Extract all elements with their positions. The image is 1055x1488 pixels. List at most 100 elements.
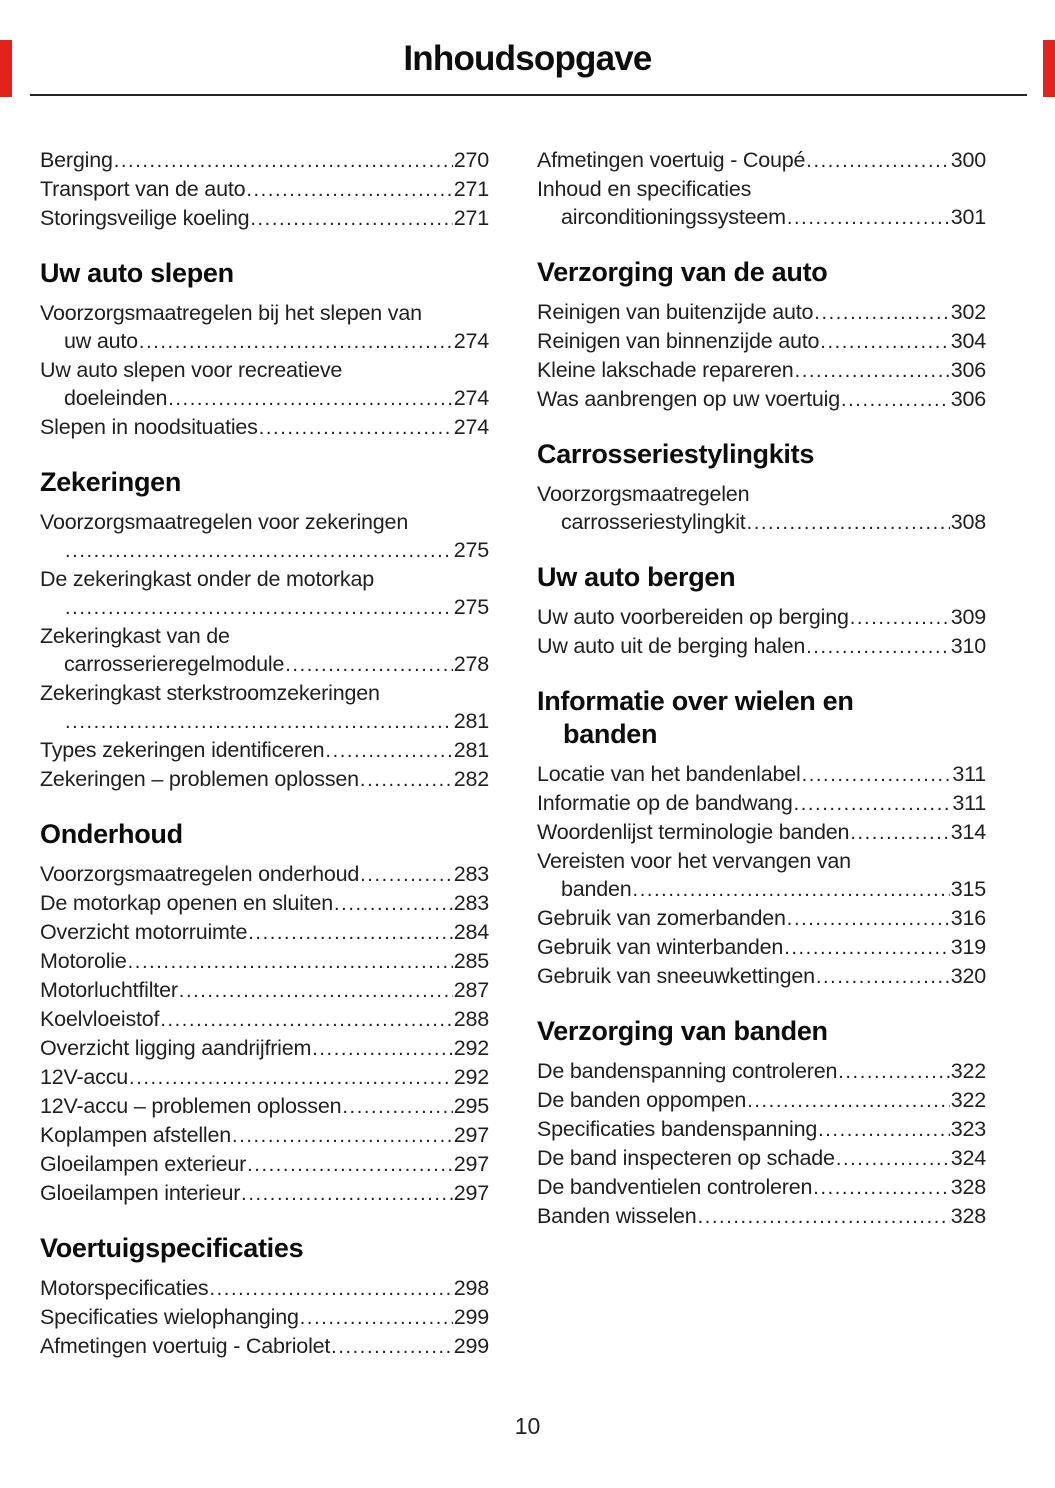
toc-entry-page: 320 <box>950 964 986 988</box>
section-heading-line: banden <box>563 719 658 749</box>
page-number: 10 <box>514 1413 541 1439</box>
toc-entry-page: 278 <box>453 652 489 676</box>
toc-entry-line: banden 315 <box>537 875 986 904</box>
toc-entry-line: Uw auto uit de berging halen 310 <box>537 632 986 661</box>
dot-leader <box>360 860 453 889</box>
toc-entry-page: 302 <box>950 300 986 324</box>
toc-entry-label: Kleine lakschade repareren <box>537 358 794 382</box>
section-heading: Carrosseriestylingkits <box>537 438 986 471</box>
toc-section: Verzorging van banden De bandenspanning c… <box>537 1015 986 1231</box>
toc-entry-line: Berging 270 <box>40 146 489 175</box>
toc-entry-page: 322 <box>950 1059 986 1083</box>
toc-entry-page: 292 <box>453 1065 489 1089</box>
dot-leader <box>250 204 452 233</box>
toc-entry-label: Informatie op de bandwang <box>537 791 793 815</box>
toc-entry-label: De motorkap openen en sluiten <box>40 891 334 915</box>
toc-entry: Storingsveilige koeling 271 <box>40 204 489 233</box>
section-heading-line: Informatie over wielen en <box>537 686 854 716</box>
toc-entry-line: Overzicht ligging aandrijfriem 292 <box>40 1034 489 1063</box>
toc-entry: De bandenspanning controleren 322 <box>537 1057 986 1086</box>
toc-entry-label: Gloeilampen interieur <box>40 1181 241 1205</box>
toc-entry-page: 292 <box>453 1036 489 1060</box>
toc-entry-page: 328 <box>950 1175 986 1199</box>
toc-entry-page: 285 <box>453 949 489 973</box>
dot-leader <box>633 875 950 904</box>
dot-leader <box>820 327 949 356</box>
toc-entry-page: 298 <box>453 1276 489 1300</box>
toc-entry-line: Uw auto voorbereiden op berging 309 <box>537 603 986 632</box>
toc-entry: Zekeringkast sterkstroomzekeringen 281 <box>40 679 489 736</box>
toc-entry: Types zekeringen identificeren 281 <box>40 736 489 765</box>
toc-entry: Uw auto uit de berging halen 310 <box>537 632 986 661</box>
toc-entry-page: 283 <box>453 891 489 915</box>
toc-entry-page: 299 <box>453 1334 489 1358</box>
toc-entry-page: 288 <box>453 1007 489 1031</box>
section-heading: Voertuigspecificaties <box>40 1232 489 1265</box>
dot-leader <box>814 298 949 327</box>
dot-leader <box>342 1092 452 1121</box>
toc-entry-label: Zekeringen – problemen oplossen <box>40 767 359 791</box>
toc-entry: Kleine lakschade repareren 306 <box>537 356 986 385</box>
toc-entry-label: Gebruik van winterbanden <box>537 935 784 959</box>
toc-entry-page: 301 <box>950 205 986 229</box>
toc-entry-line: Motorolie 285 <box>40 947 489 976</box>
dot-leader <box>850 603 950 632</box>
toc-entry-page: 315 <box>950 877 986 901</box>
dot-leader <box>836 1144 950 1173</box>
toc-entry-label: Locatie van het bandenlabel <box>537 762 801 786</box>
dot-leader <box>816 962 950 991</box>
toc-entry: Inhoud en specificaties airconditioningss… <box>537 175 986 232</box>
toc-entry-line: Koplampen afstellen 297 <box>40 1121 489 1150</box>
toc-section: Uw auto bergen Uw auto voorbereiden op be… <box>537 561 986 661</box>
toc-entry: Motorspecificaties 298 <box>40 1274 489 1303</box>
dot-leader <box>65 536 453 565</box>
toc-entry: Banden wisselen 328 <box>537 1202 986 1231</box>
toc-entry-page: 299 <box>453 1305 489 1329</box>
toc-entry-label: De band inspecteren op schade <box>537 1146 835 1170</box>
toc-entry-line: Gloeilampen exterieur 297 <box>40 1150 489 1179</box>
toc-entry-page: 316 <box>950 906 986 930</box>
toc-entry-page: 275 <box>453 538 489 562</box>
section-heading-line: Verzorging van de auto <box>537 257 828 287</box>
dot-leader <box>114 146 453 175</box>
toc-entry-label: Gloeilampen exterieur <box>40 1152 247 1176</box>
toc-entry: Motorolie 285 <box>40 947 489 976</box>
toc-entry-line: Motorspecificaties 298 <box>40 1274 489 1303</box>
toc-entry-line: airconditioningssysteem 301 <box>537 203 986 232</box>
toc-entry-line: doeleinden 274 <box>40 384 489 413</box>
toc-entry-page: 275 <box>453 595 489 619</box>
dot-leader <box>787 203 950 232</box>
toc-entry-label: Motorluchtfilter <box>40 978 178 1002</box>
toc-entry-label: Zekeringkast sterkstroomzekeringen <box>40 681 380 705</box>
dot-leader <box>246 175 452 204</box>
toc-section: Onderhoud Voorzorgsmaatregelen onderhoud 2… <box>40 818 489 1208</box>
toc-entry: Reinigen van buitenzijde auto 302 <box>537 298 986 327</box>
toc-entry-page: 282 <box>453 767 489 791</box>
toc-entry-label: Afmetingen voertuig - Cabriolet <box>40 1334 331 1358</box>
section-heading-line: Carrosseriestylingkits <box>537 439 815 469</box>
toc-entry-label: Overzicht ligging aandrijfriem <box>40 1036 312 1060</box>
toc-entry-line: Gebruik van sneeuwkettingen 320 <box>537 962 986 991</box>
toc-entry: Koelvloeistof 288 <box>40 1005 489 1034</box>
toc-entry-line: De bandenspanning controleren 322 <box>537 1057 986 1086</box>
toc-entry-label: Motorspecificaties <box>40 1276 209 1300</box>
dot-leader <box>784 933 950 962</box>
toc-entry-line: Banden wisselen 328 <box>537 1202 986 1231</box>
toc-entry-page: 311 <box>952 762 986 786</box>
toc-section: Verzorging van de auto Reinigen van buite… <box>537 256 986 414</box>
toc-entry-label: 12V-accu <box>40 1065 129 1089</box>
toc-entry: 12V-accu 292 <box>40 1063 489 1092</box>
toc-entry: Zekeringen – problemen oplossen 282 <box>40 765 489 794</box>
toc-entry-line: Slepen in noodsituaties 274 <box>40 413 489 442</box>
section-heading-line: Zekeringen <box>40 467 182 497</box>
toc-entry: Gebruik van zomerbanden 316 <box>537 904 986 933</box>
toc-entry-line: Koelvloeistof 288 <box>40 1005 489 1034</box>
toc-entry-page: 283 <box>453 862 489 886</box>
section-heading: Verzorging van de auto <box>537 256 986 289</box>
toc-entry-label: banden <box>561 877 632 901</box>
toc-entry-label: Voorzorgsmaatregelen bij het slepen van <box>40 301 422 325</box>
dot-leader <box>179 976 453 1005</box>
toc-entry-line: De bandventielen controleren 328 <box>537 1173 986 1202</box>
dot-leader <box>747 508 950 537</box>
dot-leader <box>139 327 453 356</box>
